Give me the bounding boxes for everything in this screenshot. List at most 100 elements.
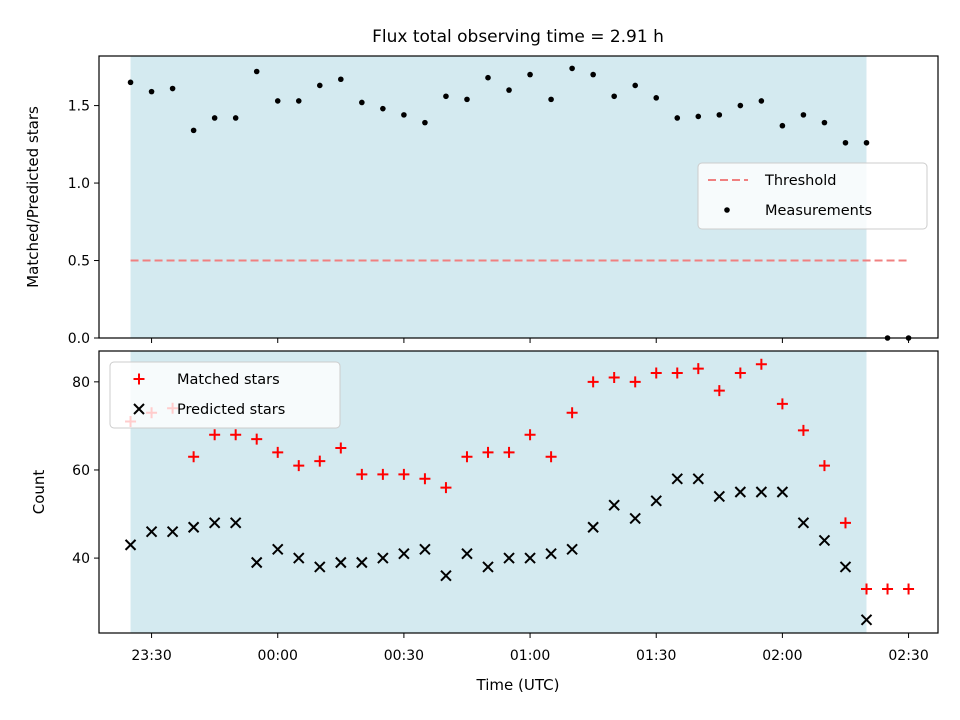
measurement-point (590, 71, 596, 78)
matched-star-point (839, 517, 851, 529)
x-axis-label: Time (UTC) (476, 676, 560, 694)
predicted-star-point (229, 517, 242, 529)
measurement-point (653, 95, 660, 101)
predicted-star-point (377, 552, 389, 564)
matched-star-point (230, 429, 242, 441)
predicted-star-point (860, 614, 873, 626)
matched-star-point (818, 460, 830, 472)
predicted-star-point (587, 521, 599, 533)
measurement-point (169, 85, 176, 92)
predicted-star-point (335, 556, 347, 569)
predicted-star-point (566, 543, 578, 555)
axes-frame (98, 55, 939, 339)
matched-star-point (671, 367, 683, 379)
matched-star-point (272, 446, 284, 458)
matched-star-point (503, 446, 515, 458)
matched-star-point (903, 583, 915, 595)
legend-box (697, 162, 928, 230)
matched-star-point (377, 468, 389, 480)
measurement-point (253, 68, 260, 75)
y-tick-label: 1.5 (68, 99, 90, 115)
predicted-star-point (440, 570, 452, 582)
measurement-point (716, 112, 723, 118)
y-tick-label: 60 (72, 463, 90, 479)
matched-star-point (692, 363, 704, 375)
bottom-y-axis-label: Count (30, 470, 48, 515)
predicted-star-point (545, 547, 557, 560)
predicted-star-point (818, 534, 831, 547)
matched-star-point (209, 429, 221, 441)
matched-star-point (356, 468, 368, 480)
measurement-point (632, 82, 639, 89)
legend-label: Threshold (764, 173, 836, 189)
matched-star-point (566, 407, 578, 419)
predicted-star-point (124, 539, 137, 551)
measurement-point (611, 93, 617, 100)
measurement-point (127, 79, 134, 86)
measurement-point (274, 98, 281, 104)
y-tick-label: 0.0 (68, 331, 90, 347)
x-tick-label: 02:00 (762, 648, 802, 664)
predicted-star-point (145, 525, 158, 538)
matched-star-point (861, 583, 873, 595)
matched-star-point (461, 451, 473, 463)
matched-star-point (755, 358, 767, 370)
matched-star-point (713, 385, 725, 397)
measurement-point (401, 112, 407, 118)
legend-box (109, 361, 341, 429)
count-panel: 40 60 80 23:30 00:00 00:30 01:00 01:30 02:00 02:3… (72, 350, 939, 664)
matched-star-point (188, 451, 200, 463)
measurement-point (148, 88, 155, 95)
predicted-star-point (608, 499, 620, 511)
measurement-point (380, 105, 386, 112)
matched-star-point (293, 460, 305, 472)
legend-label: Measurements (765, 203, 872, 219)
matched-star-point (734, 367, 746, 379)
matched-star-point (251, 433, 263, 445)
measurement-point (569, 65, 575, 72)
axes-frame (98, 350, 939, 634)
legend-label: Predicted stars (177, 402, 285, 418)
x-tick-label: 01:00 (510, 648, 550, 664)
predicted-star-point (755, 486, 768, 498)
measurement-point (758, 98, 765, 104)
legend-label: Matched stars (177, 372, 280, 388)
measurement-point (464, 96, 470, 103)
matched-star-point (650, 367, 662, 379)
legend-matched-swatch (133, 373, 145, 385)
measurement-point (842, 139, 849, 146)
predicted-star-point (713, 490, 726, 503)
measurement-point (695, 113, 702, 120)
matched-star-point (797, 424, 809, 436)
predicted-star-point (692, 473, 704, 485)
matched-star-point (524, 429, 536, 441)
x-tick-label: 00:30 (384, 648, 424, 664)
x-tick-label: 23:30 (131, 648, 171, 664)
chart-title: Flux total observing time = 2.91 h (372, 27, 664, 47)
matched-star-point (882, 583, 894, 595)
measurement-point (422, 119, 428, 126)
matched-star-point (482, 446, 494, 458)
predicted-star-point (293, 552, 305, 564)
measurement-point (359, 99, 365, 106)
ratio-panel: 0.0 0.5 1.0 1.5 Threshold Measurements (68, 55, 939, 347)
measurement-point (190, 127, 197, 134)
matched-star-point (608, 371, 620, 383)
predicted-star-point (419, 543, 431, 555)
predicted-star-point (356, 556, 368, 569)
predicted-star-point (839, 561, 852, 573)
matched-star-point (629, 376, 641, 388)
predicted-star-point (671, 473, 683, 485)
measurement-point (316, 82, 323, 89)
predicted-star-point (314, 561, 326, 573)
predicted-star-point (503, 552, 515, 564)
measurement-point (800, 112, 807, 118)
measurement-point (527, 71, 533, 78)
predicted-star-point (250, 556, 263, 569)
matched-star-point (314, 455, 326, 467)
x-tick-label: 01:30 (636, 648, 676, 664)
predicted-star-point (734, 486, 747, 498)
matched-star-point (545, 451, 557, 463)
predicted-star-point (461, 547, 473, 560)
